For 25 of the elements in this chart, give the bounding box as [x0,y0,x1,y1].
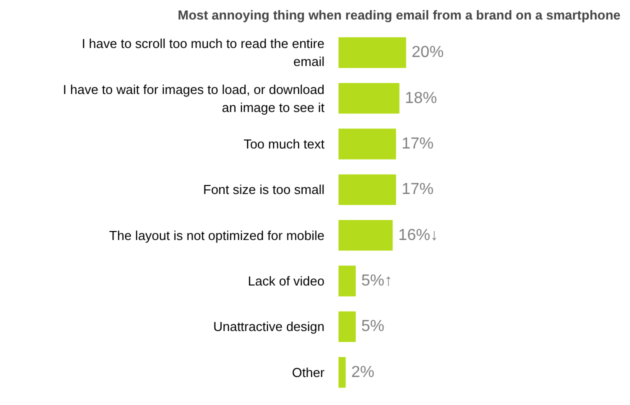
y-tick-label: Lack of video [248,274,325,289]
data-label: 17% [402,181,434,198]
bar [338,266,356,296]
data-label: 5%↑ [361,272,392,290]
y-tick-label: Other [292,364,326,380]
data-label: 5% [361,318,384,336]
bar [338,220,393,251]
chart-title: Most annoying thing when reading email from a brand on a smartphone [178,8,621,22]
data-label: 2% [351,364,374,381]
y-tick-label: The layout is not optimized for mobile [109,228,325,243]
data-label: 16%↓ [398,226,438,244]
bar [338,311,356,342]
bar [338,128,396,160]
y-tick-label: Too much text [244,136,325,152]
data-label: 20% [412,44,444,62]
y-tick-label: Font size is too small [203,182,325,198]
data-label: 18% [404,90,437,107]
y-tick-label: Unattractive design [213,319,324,334]
bar [338,37,406,68]
bar [338,174,396,206]
y-tick-label: I have to wait for images to load, or download an image to see it [62,82,325,115]
data-label: 17% [402,135,434,152]
y-tick-label: I have to scroll too much to read the entire email [82,36,325,70]
bar [338,357,346,388]
bar [338,82,400,114]
